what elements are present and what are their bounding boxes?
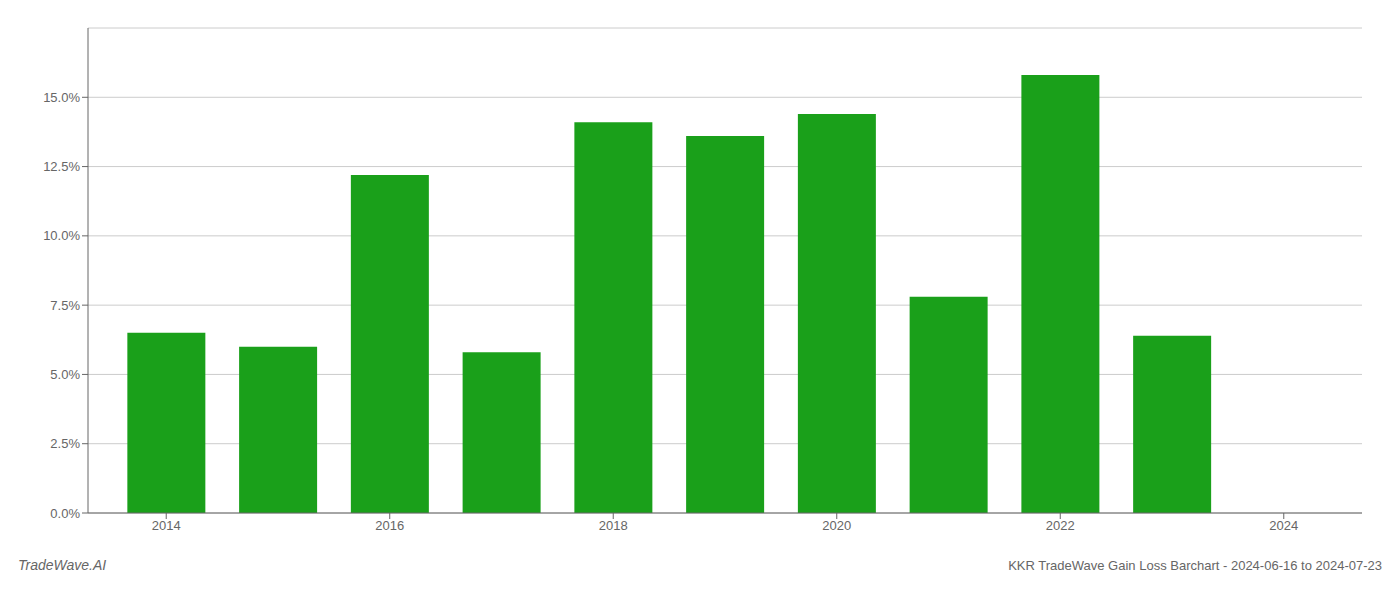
svg-text:15.0%: 15.0% — [43, 90, 80, 105]
svg-text:2022: 2022 — [1046, 518, 1075, 533]
svg-text:2014: 2014 — [152, 518, 181, 533]
svg-text:12.5%: 12.5% — [43, 159, 80, 174]
svg-text:2020: 2020 — [822, 518, 851, 533]
svg-text:2024: 2024 — [1269, 518, 1298, 533]
html-text:KKR TradeWave Gain Loss Barcha: KKR TradeWave Gain Loss Barchart - 2024-… — [1008, 558, 1382, 573]
svg-text:2.5%: 2.5% — [50, 436, 80, 451]
svg-text:10.0%: 10.0% — [43, 228, 80, 243]
html-text:TradeWave.AI: TradeWave.AI — [18, 557, 107, 573]
svg-text:7.5%: 7.5% — [50, 298, 80, 313]
svg-text:2018: 2018 — [599, 518, 628, 533]
svg-text:5.0%: 5.0% — [50, 367, 80, 382]
svg-text:0.0%: 0.0% — [50, 506, 80, 521]
svg-text:2016: 2016 — [375, 518, 404, 533]
